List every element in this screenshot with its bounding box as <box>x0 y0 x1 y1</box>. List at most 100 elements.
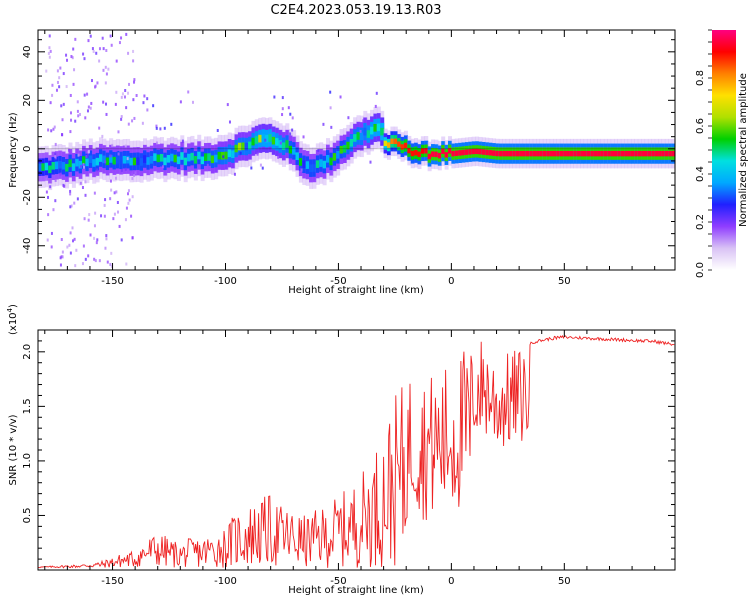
heat-cell <box>603 150 608 157</box>
heat-cell <box>288 145 293 154</box>
heat-cell <box>586 150 591 157</box>
heat-speckle <box>86 153 89 157</box>
heat-cell <box>285 140 290 148</box>
heat-speckle <box>90 79 93 83</box>
heat-speckle <box>124 218 127 222</box>
heat-speckle <box>115 90 118 94</box>
heat-cell <box>268 134 273 142</box>
snr-xtick-label: 50 <box>558 576 571 587</box>
heat-speckle <box>53 125 56 129</box>
heat-speckle <box>58 85 61 89</box>
heat-speckle <box>87 150 90 154</box>
heat-speckle <box>104 81 107 85</box>
heat-cell <box>498 150 503 157</box>
heat-cell <box>180 152 185 160</box>
heat-speckle <box>66 58 69 62</box>
heat-speckle <box>79 164 82 168</box>
heat-speckle <box>87 254 90 258</box>
snr-ytick-label: 2.0 <box>22 344 33 360</box>
heat-speckle <box>110 188 113 192</box>
heat-speckle <box>112 217 115 221</box>
heat-speckle <box>131 195 134 199</box>
heat-speckle <box>47 51 50 55</box>
heat-speckle <box>113 212 116 216</box>
heat-speckle <box>70 204 73 208</box>
heat-cell <box>553 150 558 157</box>
heat-speckle <box>61 255 64 259</box>
heat-speckle <box>84 180 87 184</box>
heat-cell <box>38 163 42 172</box>
heat-speckle <box>125 106 128 110</box>
spectrogram-panel: -150 -100 -50 0 50 -40 -20 0 20 40 Height of stra… <box>8 29 679 296</box>
heat-speckle <box>118 224 121 228</box>
heat-speckle <box>369 160 372 164</box>
heat-cell <box>522 150 527 157</box>
heat-cell <box>434 151 439 158</box>
spectrogram-ytick-label: 0 <box>22 146 33 152</box>
heat-speckle <box>65 53 68 57</box>
heat-speckle <box>127 189 130 193</box>
heat-speckle <box>113 191 116 195</box>
heat-speckle <box>109 154 112 158</box>
heat-speckle <box>101 36 104 40</box>
heat-cell <box>481 149 486 155</box>
heat-cell <box>88 155 93 164</box>
heat-speckle <box>69 231 72 235</box>
heat-cell <box>112 156 117 165</box>
heat-speckle <box>281 113 284 117</box>
heat-cell <box>647 150 652 157</box>
heat-cell <box>170 153 175 162</box>
heat-speckle <box>68 243 71 247</box>
heat-speckle <box>226 103 229 107</box>
heat-speckle <box>69 189 72 193</box>
heat-speckle <box>120 36 123 40</box>
heat-cell <box>258 134 263 143</box>
heat-speckle <box>114 102 117 106</box>
heat-speckle <box>300 168 303 172</box>
heat-cell <box>261 134 266 142</box>
heat-cell <box>478 148 483 155</box>
heat-speckle <box>66 245 69 249</box>
heat-cell <box>105 157 110 166</box>
heat-cell <box>153 153 158 161</box>
heat-speckle <box>281 107 284 111</box>
heat-speckle <box>105 72 108 76</box>
heat-cell <box>132 157 137 166</box>
heat-cell <box>210 155 215 164</box>
heat-speckle <box>135 94 138 98</box>
heat-speckle <box>51 93 54 97</box>
heat-cell <box>353 134 358 142</box>
heat-cell <box>675 144 679 164</box>
heat-cell <box>319 159 324 167</box>
colorbar-tick-label: 0.2 <box>695 214 706 230</box>
heat-cell <box>454 150 459 156</box>
heat-cell <box>85 158 90 167</box>
heat-speckle <box>46 238 49 242</box>
heat-speckle <box>134 171 137 175</box>
heat-speckle <box>222 155 225 159</box>
heat-speckle <box>45 177 48 181</box>
heat-cell <box>380 127 385 136</box>
heat-cell <box>312 164 317 172</box>
heat-cell <box>329 157 334 166</box>
heat-cell <box>671 150 675 157</box>
heat-speckle <box>96 81 99 85</box>
heat-cell <box>597 150 602 157</box>
heat-speckle <box>106 260 109 264</box>
heat-cell <box>441 148 446 154</box>
spectrogram-ytick-label: 40 <box>22 45 33 58</box>
heat-speckle <box>132 59 135 63</box>
heat-speckle <box>82 162 85 166</box>
heat-cell <box>620 150 625 157</box>
heat-speckle <box>72 47 75 51</box>
heat-speckle <box>291 116 294 120</box>
heat-speckle <box>54 142 57 146</box>
heat-speckle <box>131 119 134 123</box>
heat-speckle <box>155 141 158 145</box>
heat-speckle <box>105 102 108 106</box>
heat-cell <box>400 144 405 150</box>
heat-speckle <box>347 116 350 120</box>
heat-cell <box>346 141 351 150</box>
heat-cell <box>600 150 605 157</box>
heat-cell <box>492 150 497 156</box>
